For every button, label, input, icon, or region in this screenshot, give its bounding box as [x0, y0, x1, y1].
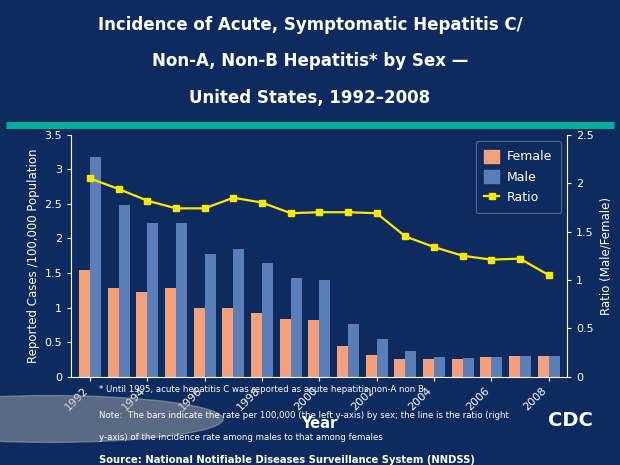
Bar: [405, 351, 416, 377]
Text: y-axis) of the incidence rate among males to that among females: y-axis) of the incidence rate among male…: [99, 433, 383, 442]
Bar: [549, 356, 560, 377]
Bar: [136, 292, 148, 377]
Bar: [319, 280, 330, 377]
Bar: [337, 345, 348, 377]
Text: * Until 1995, acute hepatitis C was reported as acute hepatitis non-A non B: * Until 1995, acute hepatitis C was repo…: [99, 385, 424, 394]
Bar: [509, 356, 520, 377]
Bar: [280, 319, 291, 377]
Text: Note:  The bars indicate the rate per 100,000 (the left y-axis) by sex; the line: Note: The bars indicate the rate per 100…: [99, 411, 509, 419]
Bar: [79, 270, 90, 377]
Bar: [308, 320, 319, 377]
Bar: [491, 357, 502, 377]
Bar: [423, 359, 434, 377]
Circle shape: [0, 396, 223, 442]
Bar: [376, 339, 388, 377]
Text: United States, 1992–2008: United States, 1992–2008: [190, 88, 430, 106]
Text: Non-A, Non-B Hepatitis* by Sex —: Non-A, Non-B Hepatitis* by Sex —: [152, 52, 468, 70]
Bar: [480, 357, 491, 377]
Bar: [108, 288, 118, 377]
Bar: [291, 278, 301, 377]
Bar: [463, 358, 474, 377]
Legend: Female, Male, Ratio: Female, Male, Ratio: [476, 141, 561, 213]
Bar: [148, 223, 158, 377]
Text: Incidence of Acute, Symptomatic Hepatitis C/: Incidence of Acute, Symptomatic Hepatiti…: [97, 16, 523, 33]
X-axis label: Year: Year: [301, 416, 337, 431]
Bar: [348, 324, 359, 377]
Bar: [193, 307, 205, 377]
Text: Source: National Notifiable Diseases Surveillance System (NNDSS): Source: National Notifiable Diseases Sur…: [99, 455, 475, 465]
Bar: [176, 223, 187, 377]
Bar: [520, 356, 531, 377]
Bar: [434, 357, 445, 377]
Bar: [251, 313, 262, 377]
Y-axis label: Ratio (Male/Female): Ratio (Male/Female): [600, 197, 613, 315]
Bar: [366, 354, 376, 377]
Bar: [538, 356, 549, 377]
Bar: [205, 254, 216, 377]
Bar: [165, 288, 176, 377]
Bar: [452, 359, 463, 377]
Bar: [118, 206, 130, 377]
Text: CDC: CDC: [548, 412, 593, 430]
Y-axis label: Reported Cases /100,000 Population: Reported Cases /100,000 Population: [27, 148, 40, 363]
Bar: [90, 157, 101, 377]
Bar: [262, 263, 273, 377]
Bar: [394, 359, 405, 377]
Bar: [233, 249, 244, 377]
Bar: [223, 307, 233, 377]
